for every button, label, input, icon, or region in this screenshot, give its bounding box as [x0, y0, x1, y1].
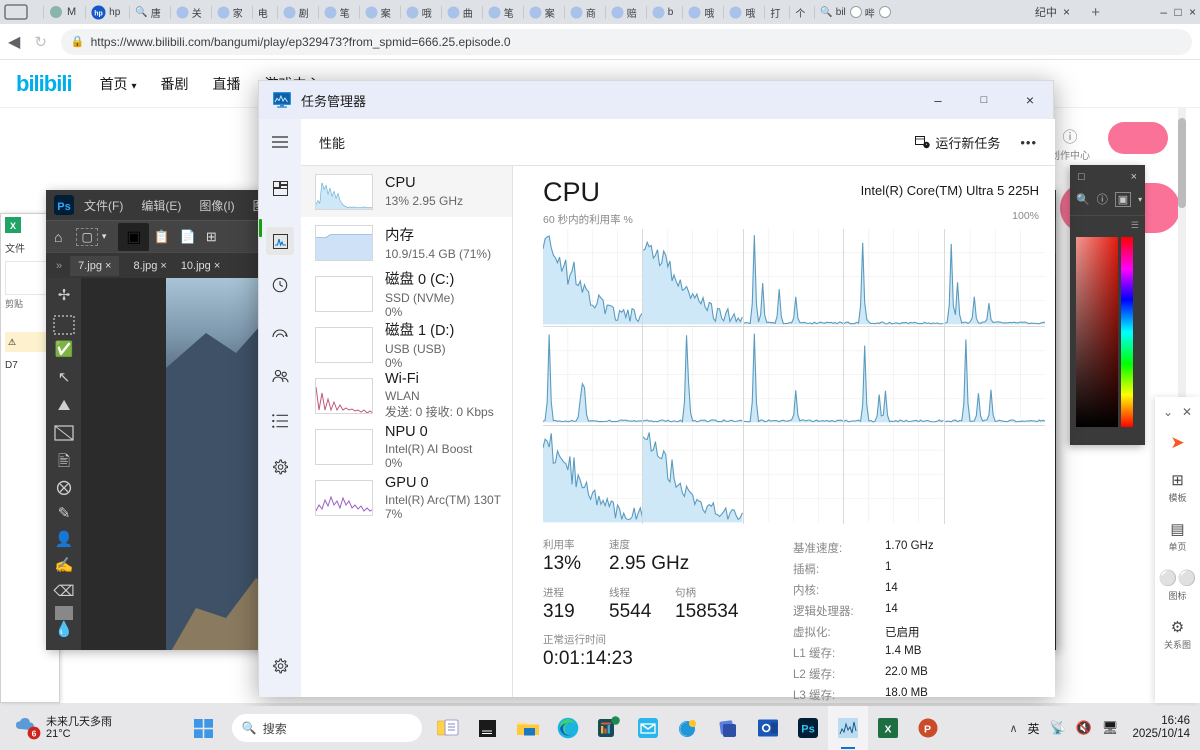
svg-text:X: X [10, 221, 16, 231]
svg-text:✢: ✢ [58, 287, 71, 304]
svg-text:⨂: ⨂ [57, 479, 72, 496]
svg-text:✎: ✎ [58, 505, 71, 522]
svg-text:⛰: ⛰ [58, 397, 71, 414]
svg-text:6: 6 [32, 729, 37, 739]
svg-text:P: P [924, 724, 931, 736]
svg-text:💧: 💧 [55, 620, 74, 638]
svg-text:✍: ✍ [55, 556, 74, 574]
svg-text:hp: hp [94, 10, 103, 17]
svg-text:👤: 👤 [55, 530, 74, 548]
svg-text:🖹: 🖹 [58, 453, 70, 470]
svg-text:Ps: Ps [57, 201, 70, 213]
svg-text:⌫: ⌫ [53, 583, 74, 600]
svg-text:✅: ✅ [55, 340, 74, 358]
svg-text:↖: ↖ [58, 369, 71, 386]
svg-text:X: X [884, 724, 891, 736]
svg-text:Ps: Ps [801, 724, 814, 736]
